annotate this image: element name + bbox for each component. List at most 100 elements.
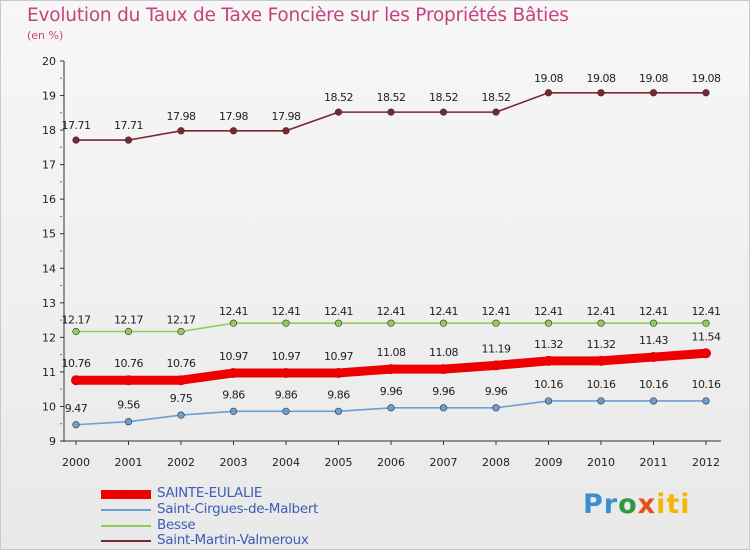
data-point-besse xyxy=(177,327,185,336)
data-label-sainte-eulalie: 11.08 xyxy=(429,346,458,359)
legend-swatch-saint-cirgues-de-malbert xyxy=(101,509,151,511)
x-tick-label: 2010 xyxy=(587,456,615,469)
data-point-saint-cirgues-de-malbert xyxy=(649,397,658,405)
data-point-saint-martin-valmeroux xyxy=(597,89,605,97)
data-point-saint-martin-valmeroux xyxy=(72,136,80,144)
legend-label-besse: Besse xyxy=(157,517,196,533)
data-label-sainte-eulalie: 11.19 xyxy=(482,342,511,355)
data-label-saint-martin-valmeroux: 18.52 xyxy=(324,91,353,104)
data-label-sainte-eulalie: 10.76 xyxy=(167,357,196,370)
data-point-saint-martin-valmeroux xyxy=(387,108,395,116)
data-point-besse xyxy=(702,319,710,327)
data-label-saint-cirgues-de-malbert: 10.16 xyxy=(587,378,616,391)
data-label-saint-cirgues-de-malbert: 10.16 xyxy=(692,378,721,391)
data-label-saint-cirgues-de-malbert: 9.56 xyxy=(117,399,140,412)
data-point-besse xyxy=(387,319,395,327)
y-tick-label: 20 xyxy=(42,55,56,68)
data-point-sainte-eulalie xyxy=(701,348,711,359)
data-label-sainte-eulalie: 10.97 xyxy=(324,350,353,363)
data-point-sainte-eulalie xyxy=(438,364,449,375)
legend-label-sainte-eulalie: SAINTE-EULALIE xyxy=(157,485,263,501)
data-label-saint-cirgues-de-malbert: 9.96 xyxy=(380,385,403,398)
data-point-saint-cirgues-de-malbert xyxy=(124,418,133,426)
data-point-saint-cirgues-de-malbert xyxy=(177,411,185,419)
data-point-sainte-eulalie xyxy=(333,367,344,378)
data-label-saint-martin-valmeroux: 17.71 xyxy=(62,119,91,132)
data-point-besse xyxy=(649,319,658,327)
legend-swatch-besse xyxy=(101,525,151,527)
x-tick-label: 2011 xyxy=(640,456,668,469)
data-point-saint-martin-valmeroux xyxy=(334,108,343,116)
data-point-sainte-eulalie xyxy=(71,375,81,386)
data-point-besse xyxy=(282,319,290,327)
data-label-sainte-eulalie: 10.97 xyxy=(219,350,248,363)
data-point-saint-cirgues-de-malbert xyxy=(492,404,500,412)
data-label-sainte-eulalie: 11.08 xyxy=(377,346,406,359)
data-point-sainte-eulalie xyxy=(176,375,186,386)
data-point-besse xyxy=(72,327,80,336)
x-tick-label: 2012 xyxy=(692,456,720,469)
legend-label-saint-martin-valmeroux: Saint-Martin-Valmeroux xyxy=(157,532,309,548)
y-tick-label: 19 xyxy=(42,90,56,103)
data-label-besse: 12.41 xyxy=(429,305,458,318)
x-tick-label: 2004 xyxy=(272,456,300,469)
data-label-besse: 12.17 xyxy=(167,313,196,326)
x-tick-label: 2007 xyxy=(430,456,458,469)
data-label-saint-cirgues-de-malbert: 9.47 xyxy=(65,402,88,415)
data-point-besse xyxy=(334,319,343,327)
data-point-saint-martin-valmeroux xyxy=(229,127,238,135)
data-label-sainte-eulalie: 10.76 xyxy=(62,357,91,370)
y-tick-label: 13 xyxy=(42,297,56,310)
x-tick-label: 2005 xyxy=(325,456,353,469)
data-point-saint-martin-valmeroux xyxy=(124,136,133,144)
x-tick-label: 2001 xyxy=(115,456,143,469)
y-tick-label: 17 xyxy=(42,159,56,172)
data-point-saint-martin-valmeroux xyxy=(439,108,448,116)
x-tick-label: 2003 xyxy=(220,456,248,469)
data-label-besse: 12.41 xyxy=(272,305,301,318)
data-point-sainte-eulalie xyxy=(228,367,239,378)
data-label-besse: 12.41 xyxy=(534,305,563,318)
proxiti-logo: Proxiti xyxy=(583,489,691,520)
data-label-sainte-eulalie: 10.97 xyxy=(272,350,301,363)
x-tick-label: 2006 xyxy=(377,456,405,469)
data-label-saint-cirgues-de-malbert: 9.86 xyxy=(327,388,350,401)
data-point-saint-martin-valmeroux xyxy=(649,89,658,97)
data-point-sainte-eulalie xyxy=(596,355,606,366)
line-chart: 9 10 11 12 13 14 15 16 17 18 19 20 2000 2001 2002 2003 2… xyxy=(42,55,721,469)
data-label-saint-martin-valmeroux: 17.98 xyxy=(272,110,301,123)
data-label-besse: 12.41 xyxy=(219,305,248,318)
data-label-sainte-eulalie: 11.43 xyxy=(639,334,668,347)
data-label-saint-cirgues-de-malbert: 9.96 xyxy=(432,385,455,398)
data-point-sainte-eulalie xyxy=(386,364,396,375)
data-label-besse: 12.41 xyxy=(482,305,511,318)
y-tick-label: 15 xyxy=(42,228,56,241)
data-label-sainte-eulalie: 11.32 xyxy=(587,338,616,351)
data-label-saint-martin-valmeroux: 19.08 xyxy=(534,72,563,85)
data-label-saint-martin-valmeroux: 18.52 xyxy=(377,91,406,104)
data-point-besse xyxy=(544,319,553,327)
data-point-saint-cirgues-de-malbert xyxy=(334,407,343,415)
data-point-saint-martin-valmeroux xyxy=(282,127,290,135)
data-label-saint-martin-valmeroux: 18.52 xyxy=(482,91,511,104)
data-label-besse: 12.17 xyxy=(62,313,91,326)
legend-label-saint-cirgues-de-malbert: Saint-Cirgues-de-Malbert xyxy=(157,501,319,517)
data-label-besse: 12.41 xyxy=(692,305,721,318)
legend-swatch-saint-martin-valmeroux xyxy=(101,540,151,542)
data-label-sainte-eulalie: 11.32 xyxy=(534,338,563,351)
y-tick-label: 16 xyxy=(42,193,56,206)
data-point-saint-cirgues-de-malbert xyxy=(229,407,238,415)
data-label-besse: 12.17 xyxy=(114,313,143,326)
data-point-saint-cirgues-de-malbert xyxy=(597,397,605,405)
data-point-saint-cirgues-de-malbert xyxy=(702,397,710,405)
data-point-saint-martin-valmeroux xyxy=(492,108,500,116)
y-tick-label: 12 xyxy=(42,331,56,344)
data-point-besse xyxy=(492,319,500,327)
data-label-besse: 12.41 xyxy=(324,305,353,318)
data-label-saint-martin-valmeroux: 19.08 xyxy=(692,72,721,85)
data-label-saint-martin-valmeroux: 19.08 xyxy=(639,72,668,85)
y-tick-label: 10 xyxy=(42,400,56,413)
data-point-saint-martin-valmeroux xyxy=(702,89,710,97)
data-point-sainte-eulalie xyxy=(648,352,659,363)
